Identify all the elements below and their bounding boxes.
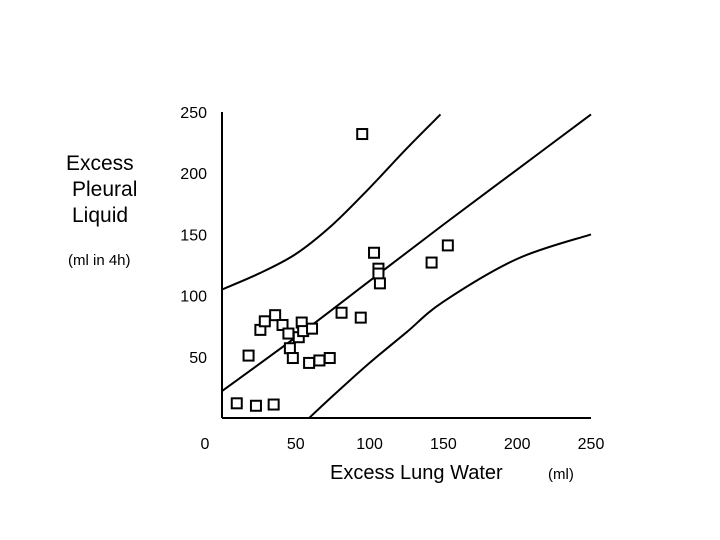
y-tick-label: 200 — [180, 166, 207, 183]
y-tick-label: 100 — [180, 289, 207, 306]
data-point — [373, 277, 386, 290]
data-point — [258, 315, 271, 328]
data-point — [303, 356, 316, 369]
curve-regression — [222, 113, 592, 392]
x-axis-title: Excess Lung Water — [330, 462, 503, 484]
data-point — [368, 246, 381, 259]
y-tick-label: 50 — [189, 350, 207, 367]
data-point — [323, 352, 336, 365]
x-tick-label: 250 — [578, 436, 605, 453]
x-tick-label: 50 — [287, 436, 305, 453]
data-point — [354, 311, 367, 324]
curve-upper-band — [222, 113, 442, 291]
x-axis-unit: (ml) — [548, 466, 574, 483]
y-axis-title-line: Liquid — [72, 204, 128, 227]
data-point — [282, 327, 295, 340]
x-tick-label: 200 — [504, 436, 531, 453]
data-point — [242, 349, 255, 362]
data-point — [441, 239, 454, 252]
y-axis-title: Excess Pleural Liquid — [66, 152, 137, 227]
data-point — [313, 354, 326, 367]
data-point — [306, 322, 319, 335]
data-point — [425, 256, 438, 269]
axes — [221, 112, 591, 419]
y-tick-label: 150 — [180, 227, 207, 244]
data-point — [249, 399, 262, 412]
data-point — [356, 128, 369, 141]
curves — [222, 113, 592, 418]
data-point — [335, 306, 348, 319]
y-axis-title-line: Pleural — [72, 178, 137, 201]
data-point — [267, 398, 280, 411]
data-point — [269, 309, 282, 322]
data-point — [230, 397, 243, 410]
curve-lower-band — [308, 233, 592, 418]
y-tick-labels: 50 100 150 200 250 — [180, 105, 207, 367]
x-tick-label: 100 — [356, 436, 383, 453]
y-axis-title-line: Excess — [66, 152, 134, 175]
data-point — [283, 342, 296, 355]
y-tick-label: 250 — [180, 105, 207, 122]
y-axis-unit: (ml in 4h) — [68, 252, 131, 269]
x-tick-label: 0 — [201, 436, 210, 453]
data-point — [286, 352, 299, 365]
data-points — [230, 128, 454, 412]
x-tick-label: 150 — [430, 436, 457, 453]
data-point — [372, 267, 385, 280]
x-tick-labels: 0 50 100 150 200 250 — [201, 436, 605, 453]
